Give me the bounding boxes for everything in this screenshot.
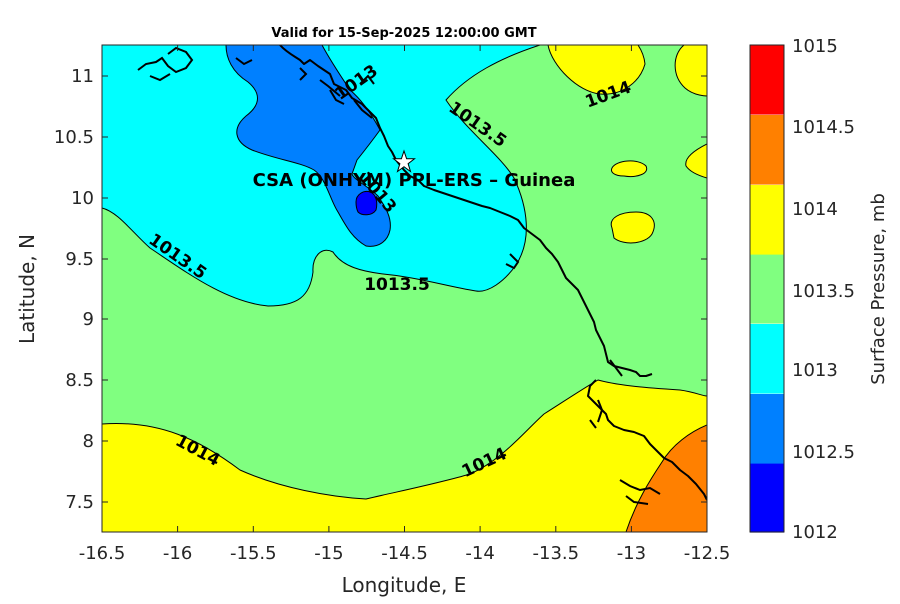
colorbar-segment xyxy=(750,394,784,464)
colorbar-label: Surface Pressure, mb xyxy=(868,193,889,385)
x-tick-labels: -16.5 -16 -15.5 -15 -14.5 -14 -13.5 -13 … xyxy=(79,543,731,564)
y-tick-labels: 7.5 8 8.5 9 9.5 10 10.5 11 xyxy=(54,66,94,513)
chart-title: Valid for 15-Sep-2025 12:00:00 GMT xyxy=(271,26,536,41)
colorbar-segment xyxy=(750,115,784,185)
coastal-islands xyxy=(137,46,661,505)
colorbar-tick-label: 1013.5 xyxy=(792,281,855,302)
pressure-zone-1014-corner xyxy=(674,45,707,97)
colorbar-tick-label: 1014 xyxy=(792,199,838,220)
colorbar-tick-label: 1014.5 xyxy=(792,117,855,138)
x-tick-label: -14.5 xyxy=(381,543,428,564)
x-tick-label: -12.5 xyxy=(684,543,731,564)
x-tick-label: -15.5 xyxy=(230,543,277,564)
colorbar-segment xyxy=(750,463,784,533)
colorbar-tick-label: 1015 xyxy=(792,36,838,57)
colorbar-segment xyxy=(750,45,784,115)
colorbar-segment xyxy=(750,254,784,324)
pressure-zone-1014-top xyxy=(547,45,646,95)
pressure-zone-1014-east xyxy=(685,143,707,179)
pressure-zone-1014-5 xyxy=(625,424,707,532)
site-label: CSA (ONHYM) PPL-ERS – Guinea xyxy=(253,170,576,191)
pressure-zone-1014-bottom xyxy=(102,379,707,532)
y-tick-label: 11 xyxy=(71,66,94,87)
y-tick-label: 9.5 xyxy=(65,249,94,270)
y-tick-label: 10.5 xyxy=(54,127,94,148)
y-tick-label: 8.5 xyxy=(65,370,94,391)
y-tick-label: 7.5 xyxy=(65,492,94,513)
y-tick-label: 10 xyxy=(71,188,94,209)
x-tick-label: -14 xyxy=(465,543,494,564)
map-plot-area: 1013 1013 1013.5 1013.5 1013.5 1014 1014… xyxy=(102,45,707,532)
x-axis-label: Longitude, E xyxy=(342,573,467,597)
colorbar-segment xyxy=(750,185,784,255)
coastline xyxy=(279,45,707,501)
x-tick-label: -13 xyxy=(617,543,646,564)
x-tick-label: -16 xyxy=(163,543,192,564)
y-axis-label: Latitude, N xyxy=(15,234,39,344)
x-tick-label: -13.5 xyxy=(533,543,580,564)
pressure-zone-1012 xyxy=(355,191,378,216)
pressure-zone-1014-blob2 xyxy=(610,211,655,244)
y-tick-label: 8 xyxy=(83,431,94,452)
pressure-zone-1014-blob1 xyxy=(611,160,648,177)
contour-label-1013-5-south: 1013.5 xyxy=(364,275,430,295)
colorbar-tick-label: 1012 xyxy=(792,522,838,543)
site-star-icon xyxy=(392,149,416,173)
colorbar-frame xyxy=(749,44,785,533)
colorbar-tick-label: 1013 xyxy=(792,360,838,381)
y-tick-label: 9 xyxy=(83,309,94,330)
colorbar: 1012 1012.5 1013 1013.5 1014 1014.5 1015… xyxy=(749,36,889,543)
x-tick-label: -15 xyxy=(314,543,343,564)
axis-ticks xyxy=(101,45,708,532)
colorbar-tick-label: 1012.5 xyxy=(792,442,855,463)
colorbar-segment xyxy=(750,324,784,394)
x-tick-label: -16.5 xyxy=(79,543,126,564)
